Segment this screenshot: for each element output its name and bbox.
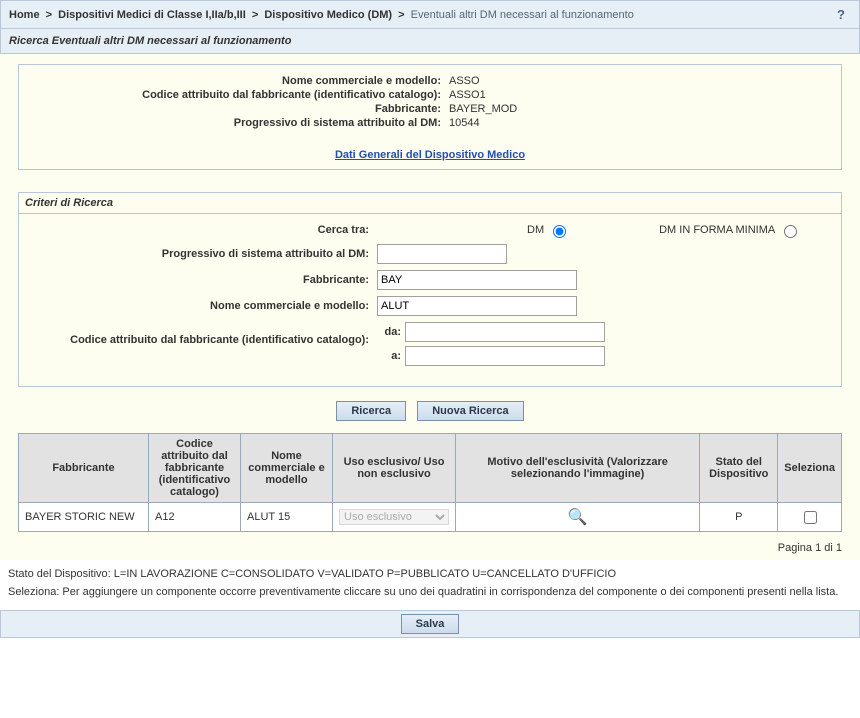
page-title: Ricerca Eventuali altri DM necessari al …	[0, 29, 860, 54]
breadcrumb-level2[interactable]: Dispositivo Medico (DM)	[264, 9, 392, 21]
codice-da-input[interactable]	[405, 322, 605, 342]
info-value-nome: ASSO	[445, 75, 480, 87]
info-value-codice: ASSO1	[445, 89, 486, 101]
radio-dm-label[interactable]: DM	[527, 222, 569, 238]
uso-select: Uso esclusivo	[339, 509, 449, 525]
info-label-nome: Nome commerciale e modello:	[31, 75, 445, 87]
th-motivo: Motivo dell'esclusività (Valorizzare sel…	[456, 434, 700, 503]
info-label-codice: Codice attribuito dal fabbricante (ident…	[31, 89, 445, 101]
cell-motivo: 🔍	[456, 503, 700, 532]
table-row: BAYER STORIC NEW A12 ALUT 15 Uso esclusi…	[19, 503, 842, 532]
search-criteria-panel: Criteri di Ricerca Cerca tra: DM DM IN F…	[18, 192, 842, 387]
ricerca-button[interactable]: Ricerca	[336, 401, 406, 421]
prog-label: Progressivo di sistema attribuito al DM:	[29, 248, 377, 260]
legend: Stato del Dispositivo: L=IN LAVORAZIONE …	[0, 560, 860, 610]
cell-codice: A12	[149, 503, 241, 532]
cell-stato: P	[700, 503, 778, 532]
radio-dm[interactable]	[553, 225, 566, 238]
cell-uso: Uso esclusivo	[333, 503, 456, 532]
select-checkbox[interactable]	[804, 511, 817, 524]
magnifier-icon[interactable]: 🔍	[568, 509, 588, 526]
th-fabbricante: Fabbricante	[19, 434, 149, 503]
fabbricante-input[interactable]	[377, 270, 577, 290]
breadcrumb-sep: >	[252, 9, 258, 21]
breadcrumb: Home > Dispositivi Medici di Classe I,II…	[9, 9, 634, 21]
content-area: Nome commerciale e modello: ASSO Codice …	[0, 54, 860, 560]
legend-seleziona: Seleziona: Per aggiungere un componente …	[8, 586, 852, 598]
cell-seleziona	[778, 503, 842, 532]
help-icon[interactable]: ?	[831, 7, 851, 22]
cell-fabbricante: BAYER STORIC NEW	[19, 503, 149, 532]
radio-dm-text: DM	[527, 224, 544, 236]
a-label: a:	[377, 350, 401, 362]
fabbricante-label: Fabbricante:	[29, 274, 377, 286]
info-value-fabbricante: BAYER_MOD	[445, 103, 517, 115]
breadcrumb-sep: >	[398, 9, 404, 21]
th-nome: Nome commerciale e modello	[241, 434, 333, 503]
info-label-progressivo: Progressivo di sistema attribuito al DM:	[31, 117, 445, 129]
nome-input[interactable]	[377, 296, 577, 316]
nome-label: Nome commerciale e modello:	[29, 300, 377, 312]
da-label: da:	[377, 326, 401, 338]
top-bar: Home > Dispositivi Medici di Classe I,II…	[0, 0, 860, 29]
nuova-ricerca-button[interactable]: Nuova Ricerca	[417, 401, 523, 421]
radio-minima-text: DM IN FORMA MINIMA	[659, 224, 775, 236]
th-stato: Stato del Dispositivo	[700, 434, 778, 503]
prog-input[interactable]	[377, 244, 507, 264]
th-seleziona: Seleziona	[778, 434, 842, 503]
codice-a-input[interactable]	[405, 346, 605, 366]
codice-label: Codice attribuito dal fabbricante (ident…	[29, 322, 377, 346]
cell-nome: ALUT 15	[241, 503, 333, 532]
th-uso: Uso esclusivo/ Uso non esclusivo	[333, 434, 456, 503]
cerca-tra-label: Cerca tra:	[29, 224, 377, 236]
info-value-progressivo: 10544	[445, 117, 480, 129]
save-bar: Salva	[0, 610, 860, 638]
results-table: Fabbricante Codice attribuito dal fabbri…	[18, 433, 842, 532]
breadcrumb-sep: >	[46, 9, 52, 21]
breadcrumb-level1[interactable]: Dispositivi Medici di Classe I,IIa/b,III	[58, 9, 246, 21]
general-data-link[interactable]: Dati Generali del Dispositivo Medico	[335, 149, 525, 161]
info-label-fabbricante: Fabbricante:	[31, 103, 445, 115]
radio-minima[interactable]	[784, 225, 797, 238]
criteria-title: Criteri di Ricerca	[19, 193, 841, 214]
th-codice: Codice attribuito dal fabbricante (ident…	[149, 434, 241, 503]
pager: Pagina 1 di 1	[18, 542, 842, 554]
device-info-box: Nome commerciale e modello: ASSO Codice …	[18, 64, 842, 170]
breadcrumb-home[interactable]: Home	[9, 9, 40, 21]
radio-minima-label[interactable]: DM IN FORMA MINIMA	[659, 222, 800, 238]
salva-button[interactable]: Salva	[401, 614, 460, 634]
legend-stato: Stato del Dispositivo: L=IN LAVORAZIONE …	[8, 568, 852, 580]
button-row: Ricerca Nuova Ricerca	[18, 401, 842, 421]
breadcrumb-current: Eventuali altri DM necessari al funziona…	[411, 9, 634, 21]
